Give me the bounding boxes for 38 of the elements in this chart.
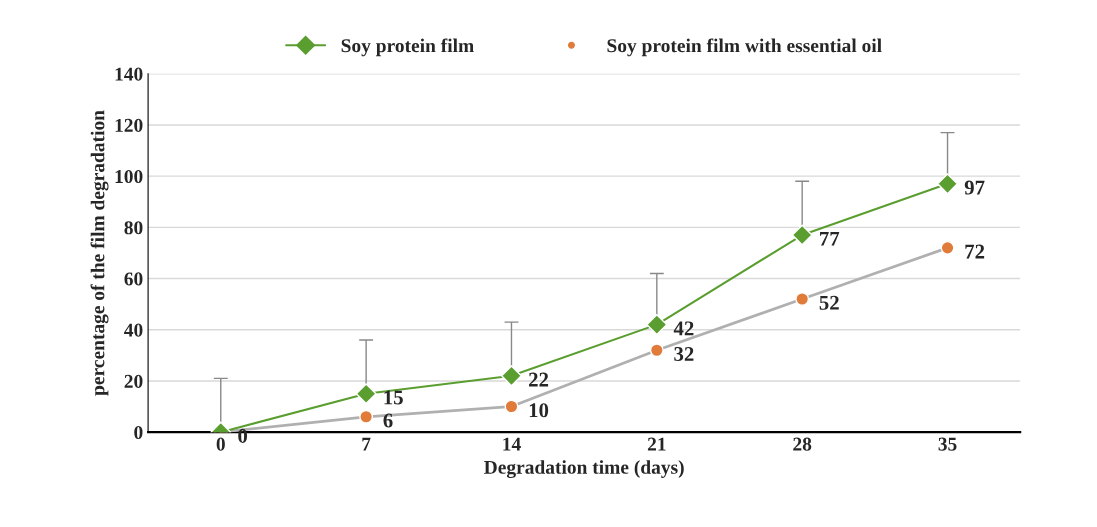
point — [646, 314, 668, 336]
x-tick-label: 35 — [938, 437, 957, 451]
y-tick-label: 60 — [124, 272, 143, 286]
x-tick-label: 21 — [647, 437, 666, 451]
data-label: 22 — [529, 372, 549, 387]
y-tick-label: 80 — [124, 221, 143, 235]
data-label: 42 — [673, 321, 694, 336]
data-label: 77 — [820, 231, 840, 246]
point — [795, 292, 810, 306]
y-tick-label: 20 — [124, 374, 143, 388]
x-tick-label: 14 — [503, 437, 521, 451]
x-axis-title: Degradation time (days) — [484, 460, 684, 478]
x-tick-label: 0 — [216, 437, 225, 451]
point — [504, 399, 519, 414]
y-tick-label: 140 — [115, 67, 143, 81]
point — [500, 365, 522, 387]
data-label: 52 — [819, 295, 839, 310]
legend-label: Soy protein film with essential oil — [607, 38, 882, 57]
x-tick-label: 28 — [793, 437, 812, 451]
data-label: 32 — [674, 347, 694, 361]
data-label: 72 — [965, 244, 985, 259]
y-tick-label: 0 — [134, 425, 143, 440]
point — [355, 383, 377, 405]
data-label: 10 — [529, 403, 549, 418]
y-tick-label: 40 — [124, 323, 143, 337]
legend-label: Soy protein film — [341, 38, 474, 57]
point — [940, 240, 955, 255]
point — [359, 409, 374, 424]
y-axis-title: percentage of the film degradation — [90, 110, 109, 396]
data-label: 15 — [384, 390, 403, 405]
data-label: 97 — [964, 180, 985, 195]
data-label: 6 — [383, 413, 393, 428]
point — [649, 343, 664, 358]
x-tick-label: 7 — [362, 437, 371, 451]
y-tick-label: 120 — [115, 118, 143, 132]
y-tick-label: 100 — [115, 169, 143, 184]
point — [937, 173, 959, 195]
point — [791, 224, 813, 246]
